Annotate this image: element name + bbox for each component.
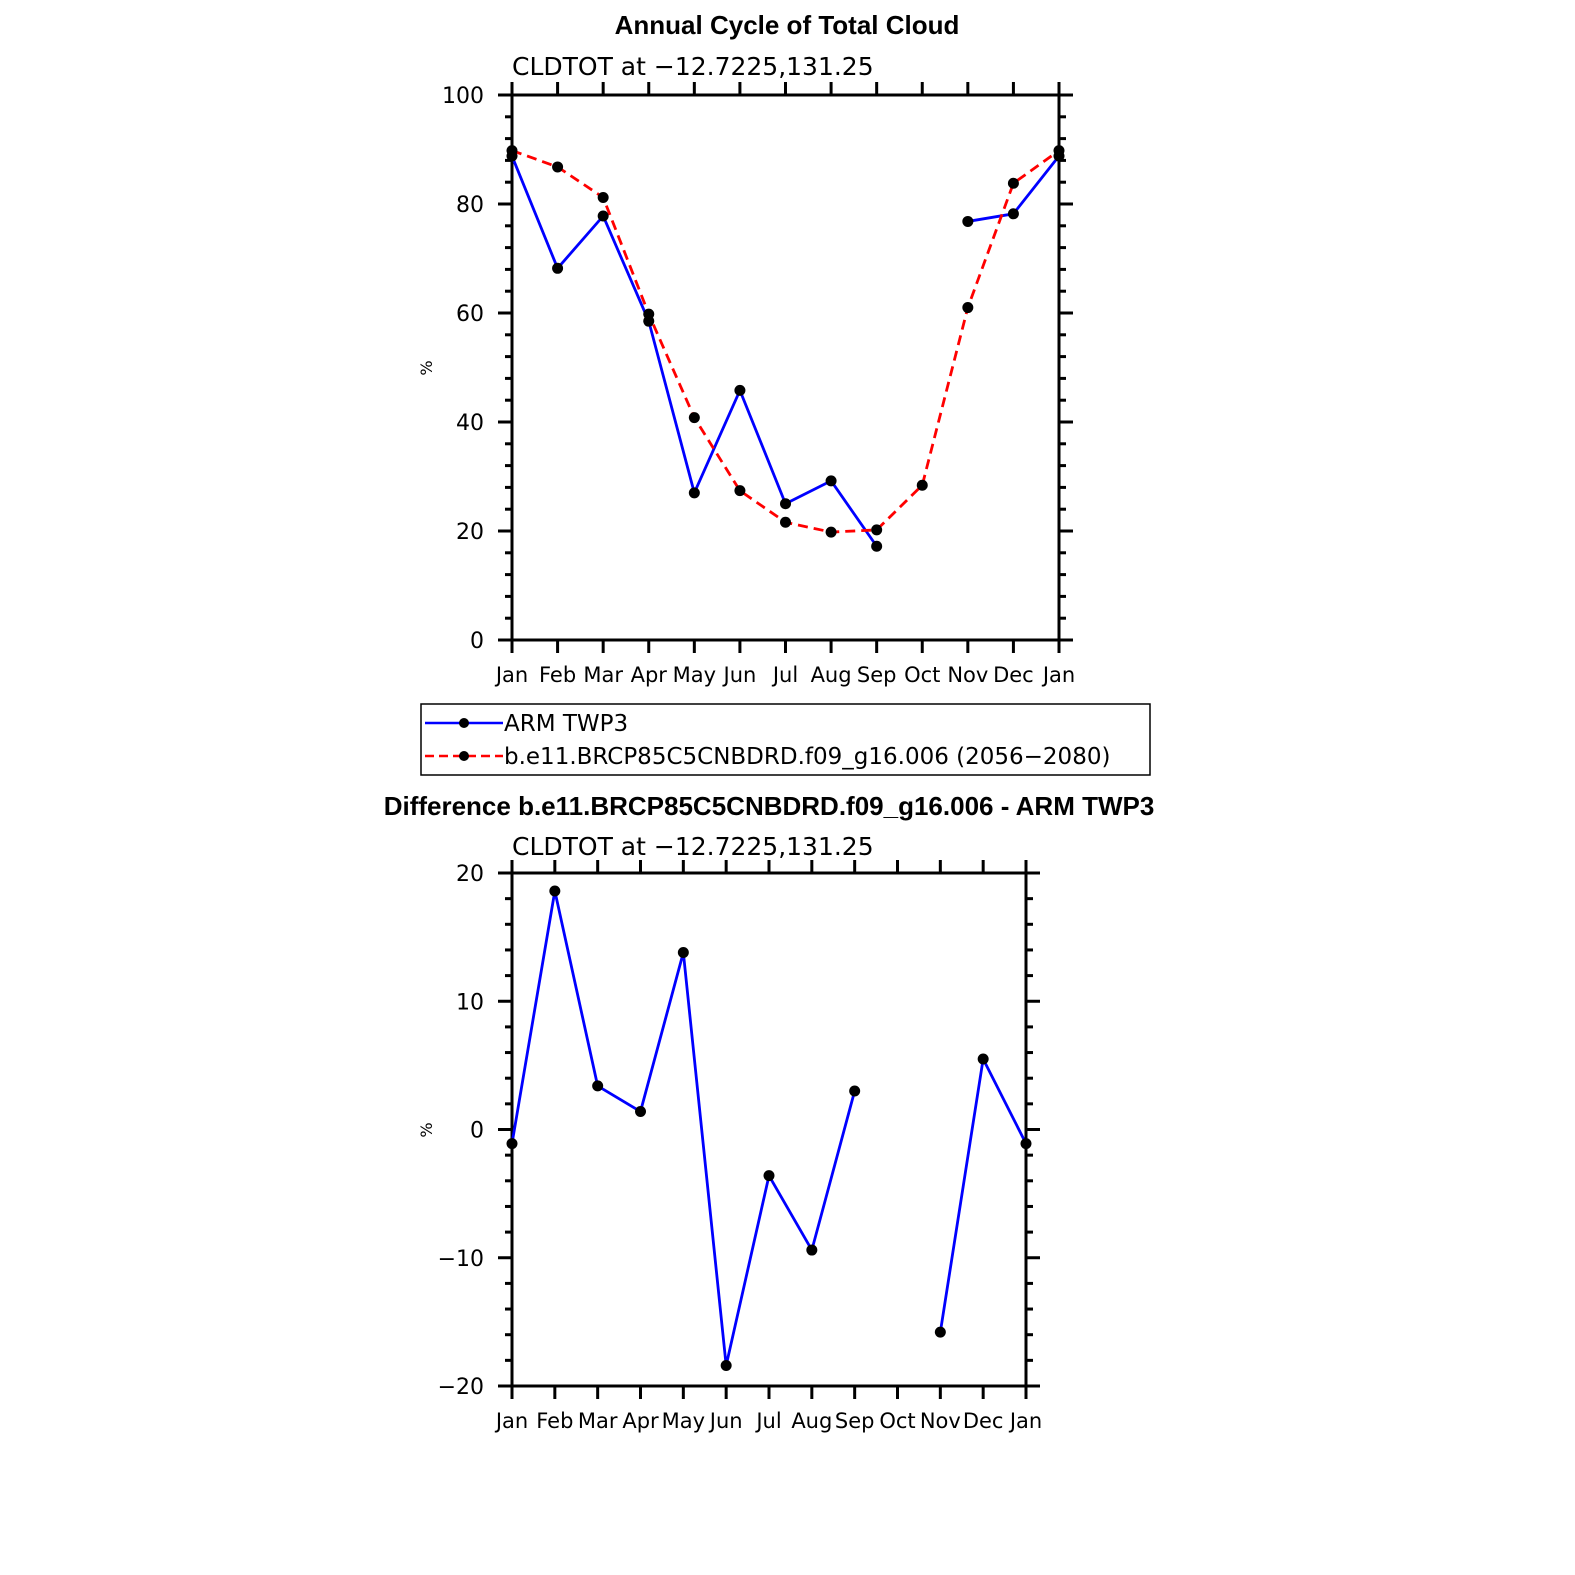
data-point-1 [1007,177,1019,189]
y-axis-label: % [417,1122,436,1137]
annual-cycle-chart: Annual Cycle of Total Cloud CLDTOT at −1… [417,10,1151,776]
data-point-0 [977,1053,989,1065]
x-tick-label: Mar [578,1409,618,1433]
x-tick-label: Jul [771,663,798,687]
plot-area: Jan Feb Mar Apr May Jun Jul Aug Sep Oct Nov Dec Jan 0… [442,82,1075,687]
x-tick-label: Jan [494,663,528,687]
x-tick-label: Dec [993,663,1034,687]
x-tick-label: Jan [1041,663,1075,687]
data-point-0 [763,1170,775,1182]
data-point-1 [1053,145,1065,157]
chart-subtitle: CLDTOT at −12.7225,131.25 [512,832,874,861]
x-tick-label: Oct [879,1409,915,1433]
data-point-1 [780,516,791,528]
difference-chart: Difference b.e11.BRCP85C5CNBDRD.f09_g16.… [384,791,1155,1433]
y-tick-label: 100 [442,84,484,109]
data-point-0 [934,1326,946,1338]
y-tick-label: 0 [470,629,484,654]
x-tick-label: May [662,1409,705,1433]
data-point-0 [780,498,791,510]
x-tick-label: Feb [536,1409,573,1433]
data-point-1 [552,161,564,173]
data-point-0 [1020,1138,1032,1150]
legend-label-model: b.e11.BRCP85C5CNBDRD.f09_g16.006 (2056−2… [504,744,1110,770]
data-point-0 [962,215,974,227]
data-point-0 [635,1106,646,1118]
y-tick-label: 0 [470,1119,484,1144]
data-point-1 [916,479,928,491]
y-tick-label: 10 [456,990,484,1015]
data-point-1 [871,524,883,536]
data-point-1 [597,191,609,203]
chart-subtitle: CLDTOT at −12.7225,131.25 [512,52,874,81]
x-tick-label: Mar [583,663,623,687]
y-tick-label: −20 [438,1375,484,1400]
legend: ARM TWP3 b.e11.BRCP85C5CNBDRD.f09_g16.00… [420,703,1151,776]
data-point-0 [825,475,837,487]
x-tick-label: Sep [857,663,897,687]
x-tick-label: Jan [1008,1409,1042,1433]
y-tick-label: 20 [456,520,484,545]
data-point-0 [871,540,883,552]
data-point-0 [720,1359,732,1371]
x-tick-label: Feb [539,663,576,687]
data-point-0 [688,487,700,499]
x-tick-label: Sep [835,1409,875,1433]
x-tick-label: Dec [963,1409,1004,1433]
x-tick-label: Apr [622,1409,659,1433]
data-point-0 [506,1138,518,1150]
plot-area: Jan Feb Mar Apr May Jun Jul Aug Sep Oct Nov Dec Jan−… [438,860,1042,1433]
data-point-1 [825,526,837,538]
legend-marker-arm [459,718,469,728]
y-tick-label: 80 [456,193,484,218]
x-tick-label: Nov [947,663,988,687]
data-point-1 [688,412,700,424]
data-point-0 [597,210,609,222]
y-tick-label: 60 [456,302,484,327]
data-point-0 [806,1244,818,1256]
data-point-0 [1007,208,1019,220]
x-tick-label: Jan [494,1409,528,1433]
x-tick-label: Nov [920,1409,961,1433]
legend-box [420,703,1151,776]
data-point-0 [552,262,564,274]
y-tick-label: 20 [456,862,484,887]
x-tick-label: Aug [791,1409,832,1433]
legend-marker-model [459,751,469,761]
data-point-0 [592,1080,604,1092]
chart-title: Annual Cycle of Total Cloud [615,10,960,40]
x-tick-label: Jun [708,1409,743,1433]
data-point-1 [962,302,974,314]
data-point-0 [549,885,561,897]
x-tick-label: Jun [722,663,757,687]
y-axis-label: % [417,360,436,375]
data-point-0 [734,384,746,396]
chart-title: Difference b.e11.BRCP85C5CNBDRD.f09_g16.… [384,791,1155,821]
y-tick-label: −10 [438,1247,484,1272]
data-point-1 [506,145,518,157]
legend-label-arm: ARM TWP3 [504,711,628,737]
y-tick-label: 40 [456,411,484,436]
data-point-0 [677,947,689,959]
data-point-0 [849,1085,861,1097]
data-point-1 [643,308,655,320]
x-tick-label: Aug [811,663,852,687]
x-tick-label: Apr [631,663,668,687]
data-point-1 [734,485,746,497]
x-tick-label: May [673,663,716,687]
x-tick-label: Oct [904,663,940,687]
x-tick-label: Jul [754,1409,781,1433]
